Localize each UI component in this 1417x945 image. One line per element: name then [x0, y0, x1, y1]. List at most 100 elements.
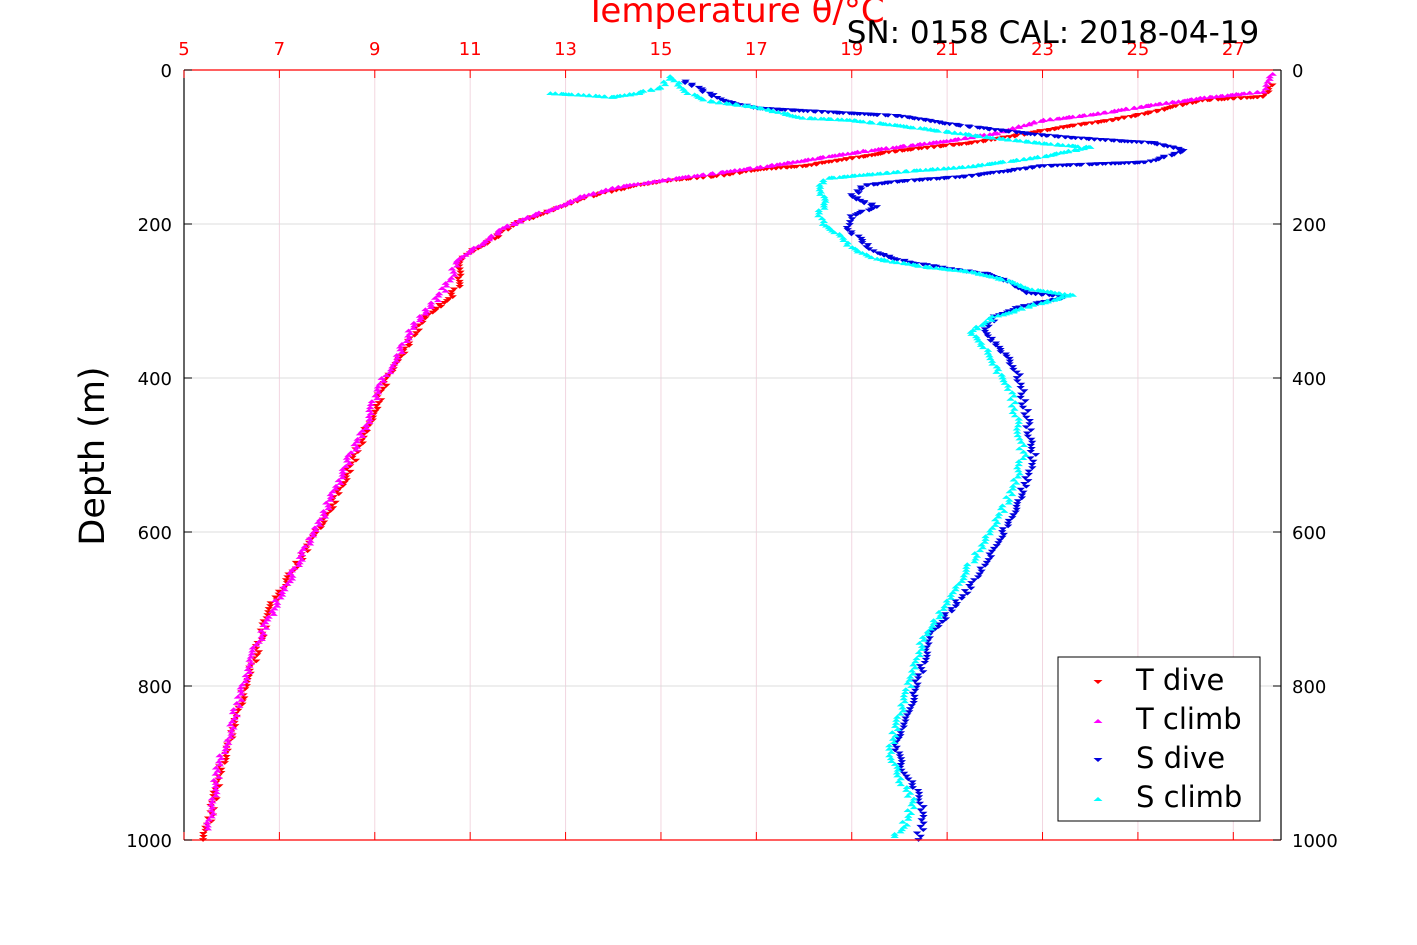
data-point	[211, 787, 220, 792]
data-point	[523, 215, 532, 220]
data-point	[987, 549, 997, 554]
data-point	[819, 178, 828, 182]
data-point	[957, 596, 966, 601]
data-point	[990, 517, 1000, 522]
data-point	[999, 378, 1008, 383]
data-point	[690, 173, 699, 178]
data-point	[227, 728, 236, 733]
data-point	[495, 227, 504, 232]
data-point	[1031, 453, 1041, 457]
data-point	[1026, 450, 1035, 454]
data-point	[842, 225, 852, 230]
data-point	[843, 151, 853, 156]
data-point	[798, 115, 807, 120]
data-point	[920, 661, 930, 665]
legend-entries: T dive T climb S dive S climb	[1093, 663, 1242, 814]
data-point	[1027, 446, 1036, 451]
data-point	[1252, 90, 1261, 95]
data-point	[336, 481, 345, 485]
data-point	[862, 183, 871, 188]
data-point	[447, 292, 456, 297]
data-point	[916, 834, 925, 839]
data-point	[226, 734, 235, 739]
data-point	[388, 364, 397, 369]
data-point	[985, 528, 995, 533]
data-point	[434, 293, 443, 298]
data-point	[209, 778, 219, 782]
legend-marker	[1093, 757, 1103, 763]
data-point	[448, 295, 457, 300]
data-point	[998, 527, 1008, 532]
data-point	[264, 607, 273, 611]
data-point	[888, 730, 897, 735]
data-point	[306, 538, 315, 543]
data-point	[819, 180, 828, 185]
legend-marker	[1093, 718, 1103, 724]
data-point	[242, 676, 252, 681]
data-point	[956, 131, 965, 136]
data-point	[995, 345, 1004, 350]
data-point	[415, 318, 425, 323]
data-point	[864, 247, 874, 252]
data-point	[285, 579, 295, 584]
data-point	[798, 164, 807, 169]
data-point	[294, 563, 304, 567]
data-point	[436, 304, 446, 309]
data-point	[1046, 117, 1055, 122]
data-point	[490, 236, 500, 241]
data-point	[895, 754, 905, 759]
data-point	[477, 242, 487, 247]
data-point	[1043, 128, 1052, 133]
data-point	[1005, 135, 1014, 139]
data-point	[900, 169, 910, 174]
data-point	[901, 687, 911, 691]
data-point	[914, 795, 924, 799]
data-point	[1013, 423, 1023, 428]
data-point	[1012, 376, 1022, 380]
data-point	[1014, 459, 1024, 464]
data-point	[365, 420, 374, 424]
data-point	[885, 743, 894, 748]
data-point	[936, 612, 945, 617]
data-point	[905, 707, 915, 711]
data-point	[1021, 399, 1030, 403]
data-point	[917, 647, 927, 651]
data-point	[1162, 101, 1171, 105]
data-point	[392, 358, 401, 363]
data-point	[989, 546, 999, 551]
data-point	[934, 609, 944, 614]
data-point	[847, 193, 856, 198]
data-point	[392, 353, 401, 357]
data-point	[1046, 142, 1055, 146]
data-point	[431, 296, 440, 300]
data-point	[410, 323, 419, 328]
data-point	[1019, 490, 1028, 495]
data-point	[409, 320, 419, 325]
data-point	[980, 327, 990, 332]
data-point	[1151, 158, 1161, 163]
legend: T dive T climb S dive S climb	[1057, 656, 1261, 822]
data-point	[1049, 297, 1059, 302]
data-point	[367, 399, 377, 403]
data-point	[1169, 100, 1179, 105]
data-point	[283, 575, 292, 580]
data-point	[835, 152, 845, 157]
x-tick-label: 15	[650, 39, 673, 60]
data-point	[830, 230, 839, 235]
data-point	[254, 650, 264, 655]
data-point	[437, 286, 447, 291]
data-point	[346, 450, 356, 455]
y-tick-label-right: 600	[1292, 523, 1326, 544]
data-point	[1003, 137, 1013, 142]
data-point	[978, 345, 988, 350]
data-point	[1245, 91, 1254, 95]
data-point	[714, 100, 724, 105]
data-point	[858, 241, 867, 245]
data-point	[847, 217, 857, 222]
data-point	[913, 789, 923, 793]
data-point	[923, 629, 932, 634]
data-point	[421, 307, 430, 312]
data-point	[885, 753, 894, 758]
data-point	[1021, 453, 1030, 457]
